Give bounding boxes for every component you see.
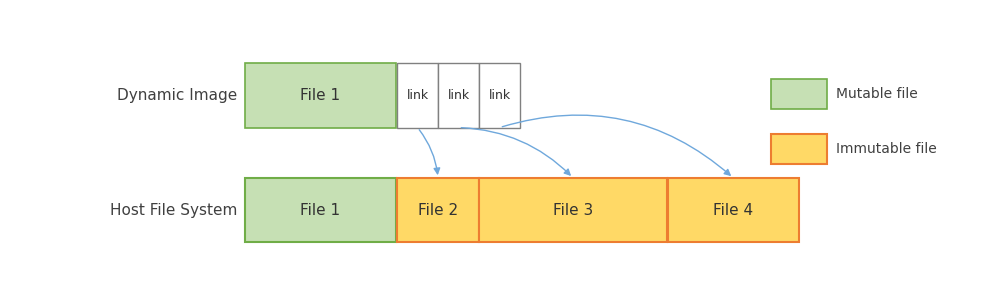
FancyBboxPatch shape [439, 63, 479, 128]
FancyBboxPatch shape [480, 63, 519, 128]
Text: link: link [448, 89, 470, 102]
FancyBboxPatch shape [667, 178, 799, 242]
FancyBboxPatch shape [771, 134, 827, 164]
Text: Host File System: Host File System [110, 203, 237, 218]
Text: Immutable file: Immutable file [836, 142, 937, 156]
FancyBboxPatch shape [771, 79, 827, 109]
Text: File 2: File 2 [418, 203, 459, 218]
FancyBboxPatch shape [398, 178, 479, 242]
FancyBboxPatch shape [245, 178, 396, 242]
FancyBboxPatch shape [480, 178, 667, 242]
Text: link: link [407, 89, 429, 102]
FancyBboxPatch shape [245, 63, 396, 128]
Text: File 1: File 1 [301, 88, 341, 103]
Text: Dynamic Image: Dynamic Image [117, 88, 237, 103]
Text: Mutable file: Mutable file [836, 87, 918, 101]
Text: File 4: File 4 [713, 203, 753, 218]
Text: File 1: File 1 [301, 203, 341, 218]
Text: File 3: File 3 [553, 203, 593, 218]
Text: link: link [489, 89, 510, 102]
FancyBboxPatch shape [398, 63, 438, 128]
